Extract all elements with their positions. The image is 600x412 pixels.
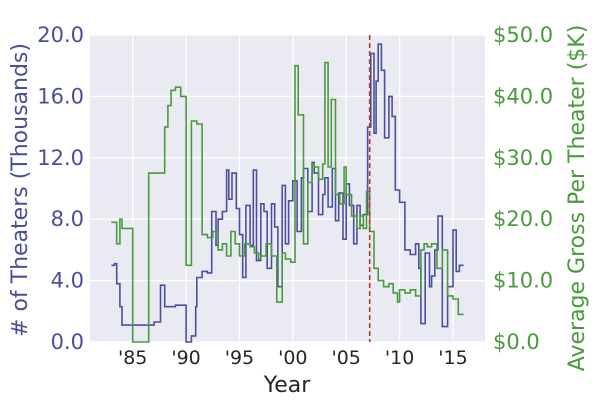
right-tick-label: $0.0	[493, 330, 540, 354]
right-tick-label: $50.0	[493, 23, 553, 47]
left-tick-label: 8.0	[51, 207, 84, 231]
x-tick-label: '90	[171, 347, 200, 369]
right-tick-label: $10.0	[493, 269, 553, 293]
right-axis-label: Average Gross Per Theater ($K)	[565, 25, 590, 372]
x-tick-label: '00	[278, 347, 307, 369]
x-axis-ticks: '85 '90 '95 '00 '05 '10 '15	[118, 347, 468, 369]
right-tick-label: $40.0	[493, 84, 553, 108]
left-axis-label: # of Theaters (Thousands)	[8, 43, 33, 337]
x-tick-label: '95	[225, 347, 254, 369]
right-tick-label: $30.0	[493, 146, 553, 170]
plot-background	[90, 35, 485, 342]
x-tick-label: '15	[438, 347, 467, 369]
left-axis-ticks: 0.0 4.0 8.0 12.0 16.0 20.0	[37, 23, 84, 354]
series-layer	[111, 43, 464, 343]
x-tick-label: '85	[118, 347, 147, 369]
x-axis-label: Year	[263, 373, 312, 398]
left-tick-label: 20.0	[37, 23, 84, 47]
left-tick-label: 4.0	[51, 269, 84, 293]
left-tick-label: 16.0	[37, 84, 84, 108]
left-tick-label: 0.0	[51, 330, 84, 354]
series-theaters-line	[111, 43, 464, 343]
right-tick-label: $20.0	[493, 207, 553, 231]
right-axis-ticks: $0.0 $10.0 $20.0 $30.0 $40.0 $50.0	[493, 23, 553, 354]
series-avg-gross-line	[111, 61, 464, 343]
x-tick-label: '10	[385, 347, 414, 369]
x-tick-label: '05	[332, 347, 361, 369]
left-tick-label: 12.0	[37, 146, 84, 170]
